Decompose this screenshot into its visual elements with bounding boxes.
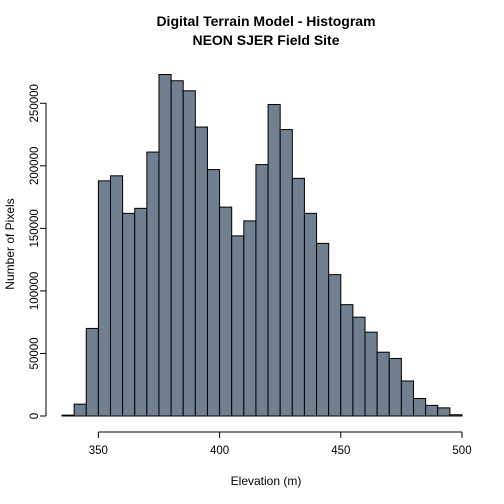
y-axis: 0 50000 100000 150000 200000 250000: [29, 84, 47, 419]
y-tick-label: 250000: [29, 84, 41, 122]
x-tick-label: 450: [331, 445, 350, 457]
histogram-bar-23: [340, 304, 354, 417]
histogram-bar-14: [231, 235, 245, 417]
histogram-bar-28: [400, 380, 415, 417]
histogram-bar-6: [134, 207, 148, 417]
histogram-bar-3: [97, 180, 111, 417]
chart-title: Digital Terrain Model - Histogram: [156, 13, 375, 29]
y-axis-label: Number of Pixels: [3, 198, 17, 289]
y-tick-label: 0: [29, 413, 41, 419]
histogram-bar-1: [73, 403, 87, 417]
histogram-bar-10: [182, 90, 196, 417]
chart-subtitle: NEON SJER Field Site: [192, 32, 339, 48]
y-tick-label: 150000: [29, 209, 41, 247]
histogram-bar-12: [206, 169, 221, 417]
histogram-bar-20: [303, 212, 318, 417]
x-tick-label: 350: [89, 445, 108, 457]
histogram-bar-21: [316, 242, 330, 417]
histogram-bar-19: [291, 177, 305, 417]
histogram-bar-2: [85, 327, 99, 417]
histogram-bar-26: [376, 351, 390, 417]
histogram-bar-11: [194, 126, 208, 417]
histogram-bar-29: [413, 397, 427, 417]
histogram-bar-5: [122, 212, 136, 417]
histogram-bars: [61, 74, 463, 417]
histogram-bar-13: [219, 206, 233, 417]
y-tick-label: 200000: [29, 147, 41, 185]
histogram-bar-31: [437, 407, 451, 417]
x-axis: 350 400 450 500: [89, 431, 472, 457]
histogram-bar-8: [158, 74, 172, 417]
x-tick-label: 500: [452, 445, 471, 457]
x-tick-label: 400: [210, 445, 229, 457]
x-axis-label: Elevation (m): [231, 474, 302, 488]
y-tick-label: 50000: [29, 337, 41, 369]
histogram-bar-17: [267, 104, 281, 417]
histogram-bar-22: [328, 274, 342, 417]
histogram-bar-15: [243, 220, 257, 417]
histogram-bar-30: [425, 404, 439, 417]
histogram-bar-18: [279, 129, 293, 417]
y-tick-label: 100000: [29, 272, 41, 310]
histogram-bar-7: [146, 151, 160, 417]
histogram-bar-24: [352, 316, 366, 417]
histogram-bar-32: [449, 414, 463, 417]
histogram-bar-9: [170, 80, 184, 417]
histogram-bar-25: [364, 331, 378, 417]
histogram-bar-4: [109, 175, 124, 417]
histogram-bar-16: [255, 164, 269, 417]
histogram-bar-27: [388, 357, 402, 417]
histogram-bar-0: [61, 414, 75, 417]
